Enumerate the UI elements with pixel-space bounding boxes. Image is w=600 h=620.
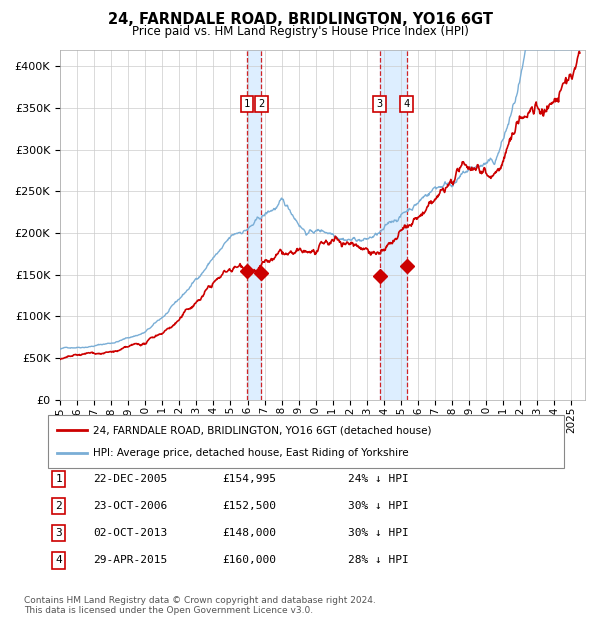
Text: 29-APR-2015: 29-APR-2015 <box>93 556 167 565</box>
Text: 2: 2 <box>55 501 62 511</box>
Text: 4: 4 <box>55 556 62 565</box>
Text: 24% ↓ HPI: 24% ↓ HPI <box>348 474 409 484</box>
Bar <box>380 50 407 400</box>
Text: 1: 1 <box>244 99 250 109</box>
Text: 24, FARNDALE ROAD, BRIDLINGTON, YO16 6GT (detached house): 24, FARNDALE ROAD, BRIDLINGTON, YO16 6GT… <box>93 425 431 435</box>
Text: 28% ↓ HPI: 28% ↓ HPI <box>348 556 409 565</box>
Text: 22-DEC-2005: 22-DEC-2005 <box>93 474 167 484</box>
Text: HPI: Average price, detached house, East Riding of Yorkshire: HPI: Average price, detached house, East… <box>93 448 409 458</box>
Text: 1: 1 <box>55 474 62 484</box>
Text: 3: 3 <box>376 99 383 109</box>
Text: £148,000: £148,000 <box>222 528 276 538</box>
Text: 02-OCT-2013: 02-OCT-2013 <box>93 528 167 538</box>
Text: 23-OCT-2006: 23-OCT-2006 <box>93 501 167 511</box>
Text: £160,000: £160,000 <box>222 556 276 565</box>
Text: Price paid vs. HM Land Registry's House Price Index (HPI): Price paid vs. HM Land Registry's House … <box>131 25 469 38</box>
Text: 3: 3 <box>55 528 62 538</box>
Text: £152,500: £152,500 <box>222 501 276 511</box>
Text: 24, FARNDALE ROAD, BRIDLINGTON, YO16 6GT: 24, FARNDALE ROAD, BRIDLINGTON, YO16 6GT <box>107 12 493 27</box>
Text: 30% ↓ HPI: 30% ↓ HPI <box>348 528 409 538</box>
Text: 30% ↓ HPI: 30% ↓ HPI <box>348 501 409 511</box>
Text: 2: 2 <box>258 99 265 109</box>
Text: £154,995: £154,995 <box>222 474 276 484</box>
Text: Contains HM Land Registry data © Crown copyright and database right 2024.
This d: Contains HM Land Registry data © Crown c… <box>24 596 376 615</box>
Bar <box>247 50 262 400</box>
Text: 4: 4 <box>403 99 410 109</box>
